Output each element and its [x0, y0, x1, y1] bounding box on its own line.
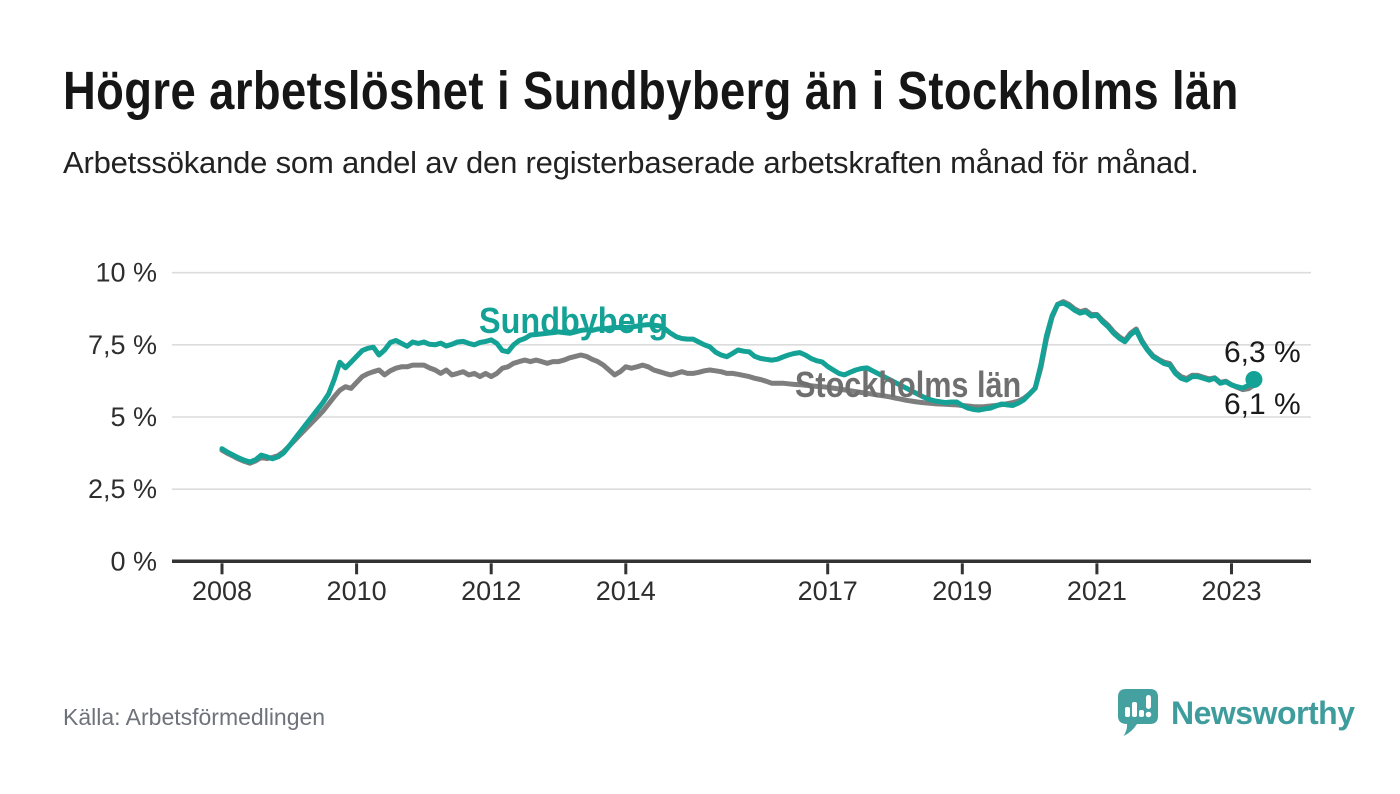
source-note: Källa: Arbetsförmedlingen [63, 704, 326, 730]
x-axis-tick-label: 2023 [1201, 576, 1261, 606]
newsworthy-logo: Newsworthy [1117, 688, 1355, 738]
endpoint-dot-sundbyberg [1245, 370, 1263, 388]
line-sundbyberg [219, 300, 1257, 465]
end-value-stockholms-lan: 6,1 % [1224, 388, 1301, 421]
x-axis-tick-label: 2014 [596, 576, 656, 606]
x-axis-tick-label: 2008 [192, 576, 252, 606]
x-axis-tick-label: 2017 [798, 576, 858, 606]
newsworthy-speech-bubble-bar-chart-icon [1118, 689, 1158, 736]
x-axis-tick-label: 2019 [932, 576, 992, 606]
x-axis-tick-label: 2010 [327, 576, 387, 606]
x-axis-tick-label: 2021 [1067, 576, 1127, 606]
series-label-sundbyberg: Sundbyberg [479, 300, 669, 341]
y-axis-tick-label: 2,5 % [88, 474, 157, 504]
y-axis-tick-label: 7,5 % [88, 330, 157, 360]
newsworthy-logo-text: Newsworthy [1171, 694, 1355, 731]
x-axis-tick-label: 2012 [461, 576, 521, 606]
chart-subtitle: Arbetssökande som andel av den registerb… [63, 145, 1199, 180]
series-label-stockholms-lan: Stockholms län [795, 364, 1022, 405]
y-axis-tick-label: 5 % [110, 402, 157, 432]
page-title: Högre arbetslöshet i Sundbyberg än i Sto… [63, 61, 1239, 121]
end-value-sundbyberg: 6,3 % [1224, 336, 1301, 369]
y-axis-tick-label: 0 % [110, 546, 157, 576]
line-stockholms-län [219, 299, 1257, 466]
y-axis-tick-label: 10 % [95, 258, 157, 288]
